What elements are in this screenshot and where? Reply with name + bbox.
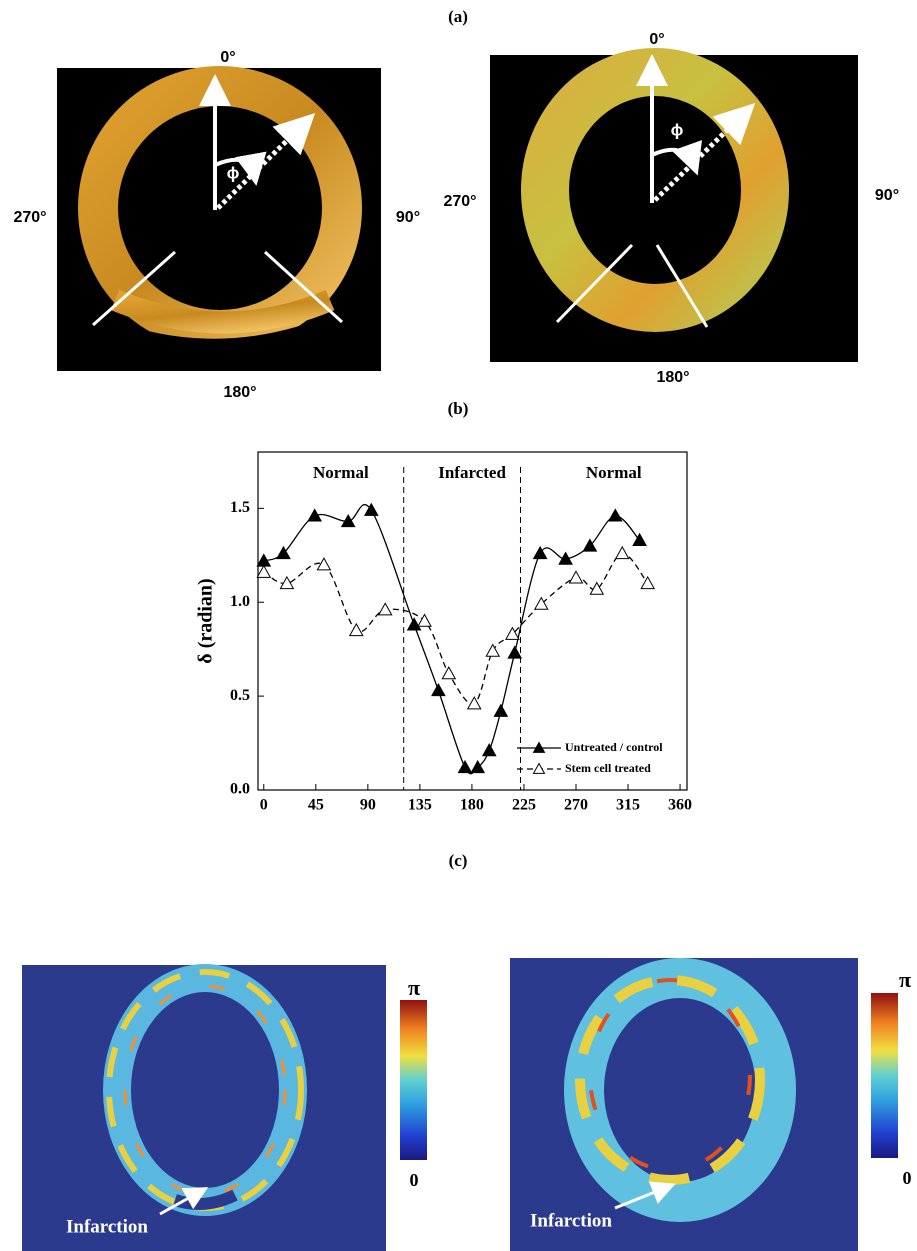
data-marker — [350, 624, 363, 636]
data-marker — [569, 571, 582, 583]
data-marker — [616, 547, 629, 559]
panel-label: (a) — [448, 7, 468, 26]
x-tick-label: 180 — [460, 797, 484, 814]
y-axis-label: δ (radian) — [195, 578, 217, 663]
region-label: Normal — [313, 463, 369, 482]
colorbar-label: π — [899, 967, 911, 992]
data-marker — [458, 761, 471, 773]
x-tick-label: 90 — [360, 797, 376, 814]
angle-label: 180° — [656, 369, 689, 386]
x-tick-label: 225 — [512, 797, 536, 814]
data-marker — [486, 645, 499, 657]
page: (a) (b) (c) ϕ 0° 90° 180° 270° ϕ 0° 90° … — [0, 0, 917, 1251]
angle-label: 90° — [875, 187, 899, 204]
data-marker — [609, 509, 622, 521]
data-marker — [641, 577, 654, 589]
data-marker — [418, 615, 431, 627]
data-marker — [317, 558, 330, 570]
figure: (a) (b) (c) ϕ 0° 90° 180° 270° ϕ 0° 90° … — [0, 0, 917, 1251]
x-tick-label: 0 — [260, 797, 268, 814]
tissue-image — [490, 55, 858, 362]
angle-label: 0° — [649, 31, 664, 48]
region-label: Normal — [586, 463, 642, 482]
region-label: Infarcted — [438, 463, 506, 482]
colorbar-label: 0 — [410, 1170, 419, 1190]
series-line — [264, 553, 648, 704]
series-line — [264, 505, 640, 774]
data-marker — [379, 603, 392, 615]
angle-label: 270° — [13, 209, 46, 226]
y-tick-label: 1.0 — [230, 593, 250, 610]
legend-label: Stem cell treated — [565, 761, 651, 775]
data-marker — [633, 534, 646, 546]
phase-image — [22, 965, 427, 1251]
x-tick-label: 315 — [616, 797, 640, 814]
x-tick-label: 270 — [564, 797, 588, 814]
chart: 0 45 90 135 180 225 270 315 360 0.0 0.5 1.0 1.5 δ (ra… — [195, 452, 692, 814]
data-marker — [508, 646, 521, 658]
angle-label: 180° — [223, 384, 256, 401]
x-tick-label: 135 — [408, 797, 432, 814]
tissue-image — [57, 68, 381, 371]
y-tick-label: 0.5 — [230, 687, 250, 704]
colorbar-label: 0 — [903, 1168, 912, 1188]
y-tick-label: 1.5 — [230, 499, 250, 516]
data-marker — [442, 667, 455, 679]
panel-label: (b) — [448, 399, 469, 418]
colorbar-label: π — [408, 975, 420, 1000]
y-tick-label: 0.0 — [230, 781, 250, 798]
x-tick-label: 360 — [668, 797, 692, 814]
data-marker — [257, 566, 270, 578]
x-tick-label: 45 — [308, 797, 324, 814]
phase-image — [510, 958, 898, 1251]
angle-label: 0° — [220, 49, 235, 66]
annotation: Infarction — [530, 1210, 612, 1231]
legend-label: Untreated / control — [565, 740, 663, 754]
panel-label: (c) — [449, 851, 468, 870]
angle-label: 270° — [443, 193, 476, 210]
angle-label: 90° — [396, 209, 420, 226]
annotation: Infarction — [66, 1216, 148, 1237]
data-marker — [468, 697, 481, 709]
angle-symbol: ϕ — [671, 120, 684, 139]
data-marker — [432, 684, 445, 696]
data-marker — [494, 705, 507, 717]
angle-symbol: ϕ — [227, 163, 240, 182]
data-marker — [483, 744, 496, 756]
